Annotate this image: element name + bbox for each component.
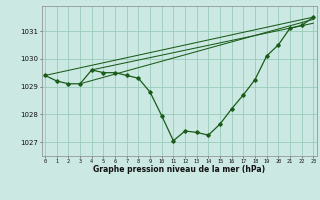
X-axis label: Graphe pression niveau de la mer (hPa): Graphe pression niveau de la mer (hPa) [93, 165, 265, 174]
